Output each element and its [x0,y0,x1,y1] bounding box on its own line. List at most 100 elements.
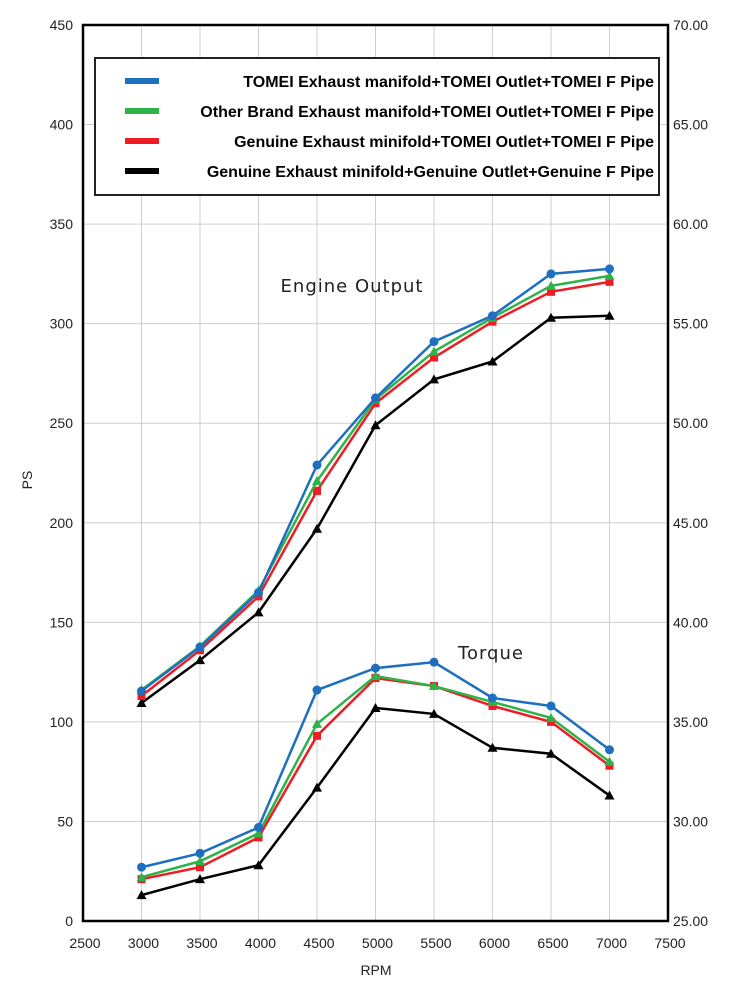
data-point [312,460,322,470]
data-point [195,874,205,884]
x-tick-label: 6500 [537,935,568,951]
legend-label: Genuine Exhaust minifold+Genuine Outlet+… [207,164,654,181]
y-tick-label: 150 [50,614,74,630]
y2-tick-label: 55.00 [673,316,708,332]
x-tick-label: 5000 [362,935,393,951]
y-tick-label: 100 [50,714,74,730]
data-point [487,742,498,752]
y-tick-label: 250 [50,415,74,431]
data-point [605,745,614,755]
data-point [487,356,498,366]
data-point [312,782,322,792]
data-point [313,731,321,740]
data-point [546,280,556,290]
torque-label: Torque [457,643,524,664]
data-point [371,663,380,673]
x-axis-label: RPM [360,962,391,978]
y-axis-label: PS [19,471,35,490]
data-point [546,269,556,279]
data-point [370,702,381,712]
y-tick-label: 350 [50,216,74,232]
data-point [196,863,204,872]
data-point [605,277,614,286]
y-tick-label: 200 [50,515,74,531]
data-point [604,790,615,800]
legend [94,57,660,196]
y2-tick-label: 45.00 [673,515,708,531]
y-tick-label: 50 [57,813,73,829]
data-point [371,393,380,403]
x-tick-label: 2500 [69,935,100,951]
x-tick-label: 3000 [128,935,159,951]
data-point [488,693,497,703]
y-tick-label: 0 [65,913,73,929]
legend-swatch [125,108,159,114]
data-point [195,856,205,866]
data-point [312,718,322,728]
legend-swatch [125,168,159,174]
data-point [253,607,264,617]
data-point [488,311,497,321]
x-tick-label: 3500 [186,935,217,951]
x-tick-label: 7000 [596,935,627,951]
y2-tick-label: 30.00 [673,813,708,829]
data-point [547,287,555,296]
data-point [136,872,147,882]
engine-output-label: Engine Output [281,276,424,297]
data-point [136,890,147,900]
data-point [313,486,321,495]
data-point [312,685,322,695]
y2-tick-label: 50.00 [673,415,708,431]
data-point [546,748,556,758]
data-point [429,346,439,356]
legend-label: Genuine Exhaust minifold+TOMEI Outlet+TO… [234,134,654,151]
data-point [370,420,381,430]
data-point [254,822,263,832]
data-point [605,264,614,274]
data-point [253,828,264,838]
y2-tick-label: 60.00 [673,216,708,232]
legend-swatch [125,78,159,84]
data-point [312,523,322,533]
data-point [604,270,615,280]
x-tick-label: 5500 [420,935,451,951]
data-point [429,337,439,347]
y2-tick-label: 65.00 [673,117,708,133]
y2-tick-label: 25.00 [673,913,708,929]
legend-label: TOMEI Exhaust manifold+TOMEI Outlet+TOME… [243,74,654,91]
y-tick-label: 300 [50,316,74,332]
data-point [546,701,556,711]
y-tick-label: 400 [50,117,74,133]
data-point [429,681,439,691]
data-point [604,310,615,320]
data-point [546,312,556,322]
y2-tick-label: 70.00 [673,17,708,33]
x-tick-label: 7500 [654,935,685,951]
data-point [195,848,205,858]
data-point [370,671,381,681]
data-point [312,475,322,485]
data-point [546,712,556,722]
data-point [137,862,146,872]
x-tick-label: 4500 [303,935,334,951]
y2-tick-label: 40.00 [673,614,708,630]
data-point [136,697,147,707]
data-point [137,692,146,701]
y2-tick-label: 35.00 [673,714,708,730]
data-point [253,860,264,870]
data-point [604,756,615,766]
data-point [195,655,205,665]
data-point [429,708,439,718]
data-point [137,686,146,696]
x-tick-label: 6000 [479,935,510,951]
data-point [430,353,438,362]
plot-border [81,23,670,923]
data-point [195,642,205,652]
data-point [429,657,439,667]
legend-label: Other Brand Exhaust manifold+TOMEI Outle… [200,104,654,121]
legend-swatch [125,138,159,144]
data-point [254,587,263,597]
x-tick-label: 4000 [245,935,276,951]
data-point [429,374,439,384]
